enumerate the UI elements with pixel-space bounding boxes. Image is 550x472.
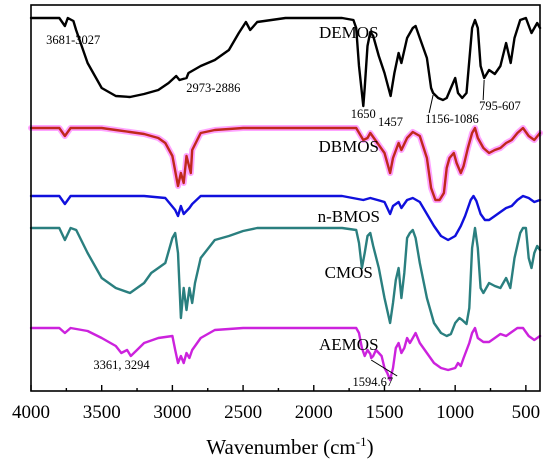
series-labels: DEMOS DBMOS n-BMOS CMOS AEMOS bbox=[318, 23, 380, 354]
annotation-arrow-4 bbox=[428, 94, 434, 114]
x-tick-label-2500: 2500 bbox=[224, 402, 262, 423]
spectrum-line-demos bbox=[29, 16, 542, 108]
x-axis-title-main: Wavenumber (cm bbox=[206, 435, 355, 459]
peak-annotation-2: 1650 bbox=[351, 107, 376, 121]
x-tick-label-500: 500 bbox=[512, 402, 541, 423]
series-label-demos: DEMOS bbox=[319, 23, 379, 42]
peak-annotation-0: 3681-3027 bbox=[46, 33, 100, 47]
peak-annotation-1: 2973-2886 bbox=[186, 81, 240, 95]
x-axis-ticks: 4000 3500 3000 2500 2000 1500 1000 500 bbox=[12, 385, 540, 423]
peak-annotation-5: 795-607 bbox=[479, 99, 521, 113]
series-label-cmos: CMOS bbox=[325, 263, 373, 282]
series-label-dbmos: DBMOS bbox=[319, 137, 379, 156]
peak-annotation-4: 1156-1086 bbox=[425, 112, 479, 126]
peak-annotation-7: 1594.67 bbox=[353, 375, 394, 389]
x-tick-label-4000: 4000 bbox=[12, 402, 50, 423]
x-tick-label-3500: 3500 bbox=[83, 402, 121, 423]
series-label-aemos: AEMOS bbox=[319, 335, 379, 354]
x-tick-label-1500: 1500 bbox=[365, 402, 403, 423]
spectrum-line-cmos bbox=[29, 226, 542, 338]
peak-annotation-6: 3361, 3294 bbox=[93, 358, 150, 372]
x-tick-label-2000: 2000 bbox=[295, 402, 333, 423]
annotation-arrow-7 bbox=[370, 359, 398, 377]
x-axis-title-tail: ) bbox=[367, 435, 374, 459]
x-tick-label-3000: 3000 bbox=[153, 402, 191, 423]
spectra-group bbox=[29, 16, 542, 382]
spectrum-line-dbmos bbox=[29, 126, 542, 202]
x-axis-title-superscript: -1 bbox=[356, 434, 367, 449]
series-label-n-bmos: n-BMOS bbox=[318, 207, 380, 226]
x-tick-label-1000: 1000 bbox=[436, 402, 474, 423]
spectrum-line-aemos bbox=[29, 326, 542, 382]
plot-frame bbox=[30, 4, 541, 392]
peak-annotation-3: 1457 bbox=[378, 115, 403, 129]
annotation-arrow-5 bbox=[482, 79, 485, 101]
spectrum-line-n-bmos bbox=[29, 194, 542, 242]
x-axis-title: Wavenumber (cm-1) bbox=[206, 434, 373, 459]
